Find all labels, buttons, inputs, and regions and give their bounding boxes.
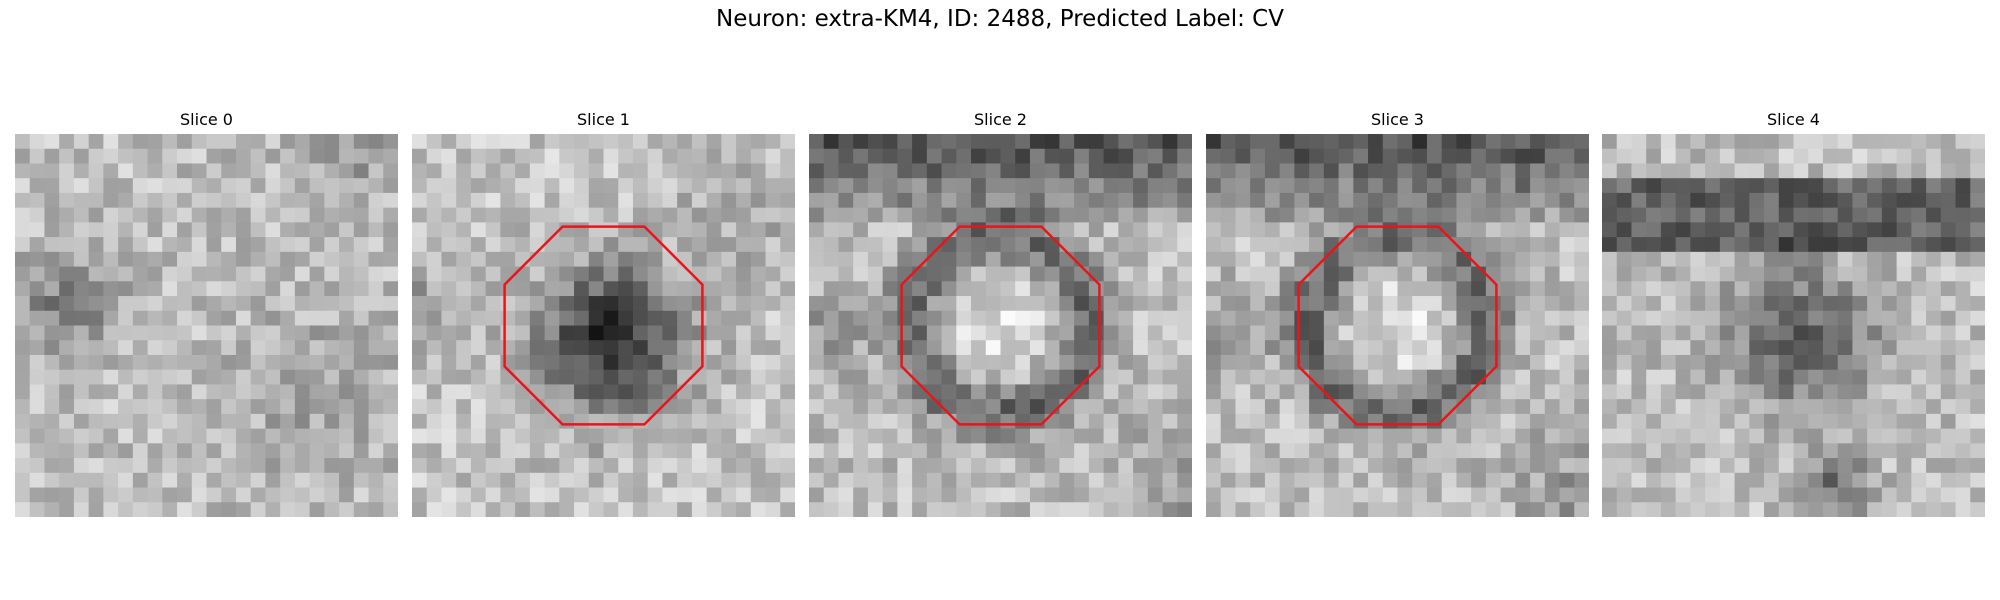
- roi-octagon: [900, 225, 1101, 426]
- slice-image: [1206, 134, 1589, 517]
- roi-octagon: [1297, 225, 1498, 426]
- figure-title: Neuron: extra-KM4, ID: 2488, Predicted L…: [716, 6, 1284, 32]
- slice-panel: Slice 3: [1206, 110, 1589, 517]
- slice-title: Slice 1: [577, 110, 630, 129]
- roi-octagon: [503, 225, 704, 426]
- slice-panel: Slice 4: [1602, 110, 1985, 517]
- slice-panel: Slice 1: [412, 110, 795, 517]
- slice-panel: Slice 0: [15, 110, 398, 517]
- slice-image: [15, 134, 398, 517]
- slice-title: Slice 0: [180, 110, 233, 129]
- slice-title: Slice 2: [974, 110, 1027, 129]
- slice-panel: Slice 2: [809, 110, 1192, 517]
- slice-image: [1602, 134, 1985, 517]
- slice-title: Slice 3: [1371, 110, 1424, 129]
- slice-image: [412, 134, 795, 517]
- slice-title: Slice 4: [1767, 110, 1820, 129]
- slice-image: [809, 134, 1192, 517]
